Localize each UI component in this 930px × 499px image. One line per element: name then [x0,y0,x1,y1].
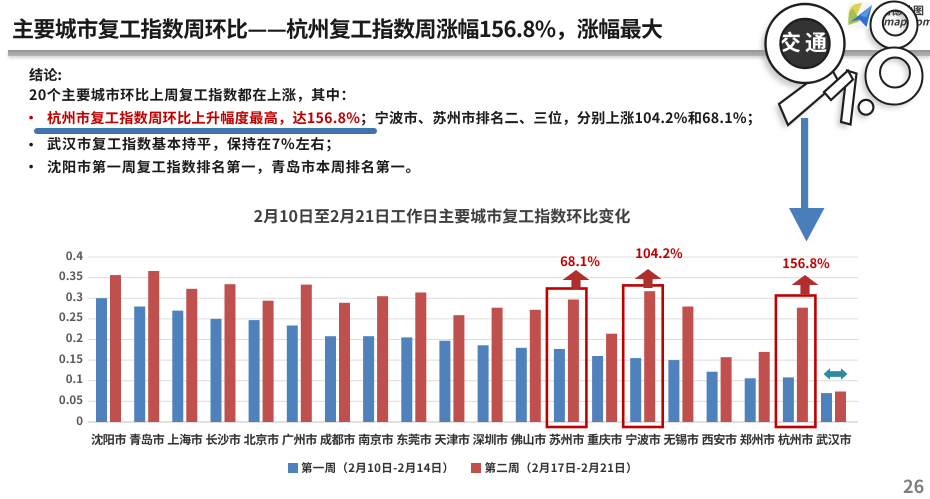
svg-text:交通: 交通 [779,26,831,58]
